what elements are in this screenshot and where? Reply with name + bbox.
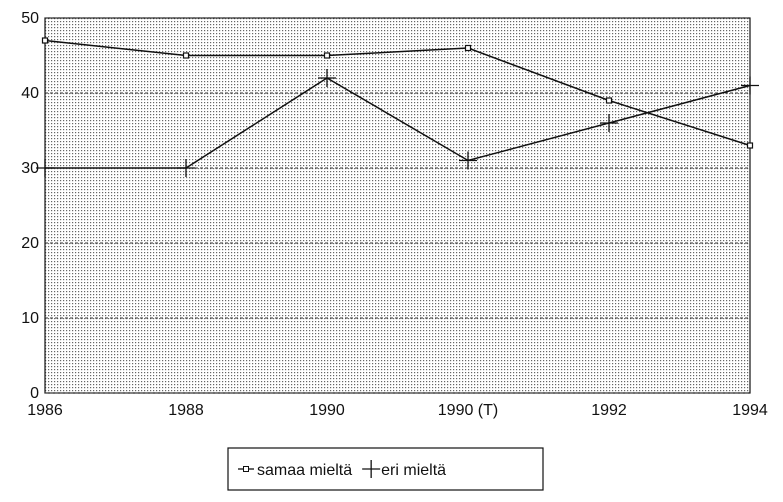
marker: [177, 159, 195, 177]
y-tick-label: 20: [21, 235, 39, 252]
x-tick-label: 1990: [309, 402, 345, 419]
y-tick-label: 10: [21, 310, 39, 327]
marker: [605, 97, 613, 104]
marker: [323, 52, 331, 59]
marker: [600, 114, 618, 132]
marker: [41, 37, 49, 44]
series-line: [44, 39, 751, 147]
marker: [459, 151, 477, 170]
marker: [741, 76, 759, 95]
x-tick-label: 1990 (T): [438, 402, 498, 419]
y-tick-label: 30: [21, 160, 39, 177]
marker: [36, 159, 54, 177]
legend-marker: [243, 466, 249, 472]
plot-area: [44, 17, 751, 394]
y-tick-label: 40: [21, 85, 39, 102]
marker: [464, 44, 472, 52]
x-tick-label: 1988: [168, 402, 204, 419]
marker: [746, 142, 754, 149]
legend-label: eri mieltä: [381, 462, 446, 479]
legend-marker: [362, 460, 381, 478]
x-tick-label: 1986: [27, 402, 63, 419]
y-tick-label: 0: [30, 385, 39, 402]
x-tick-label: 1992: [591, 402, 627, 419]
marker: [182, 52, 190, 59]
legend-label: samaa mieltä: [257, 462, 352, 479]
marker: [318, 69, 336, 87]
legend-box: [227, 447, 544, 491]
x-tick-label: 1994: [732, 402, 768, 419]
series-line: [45, 77, 751, 169]
y-tick-label: 50: [21, 10, 39, 27]
